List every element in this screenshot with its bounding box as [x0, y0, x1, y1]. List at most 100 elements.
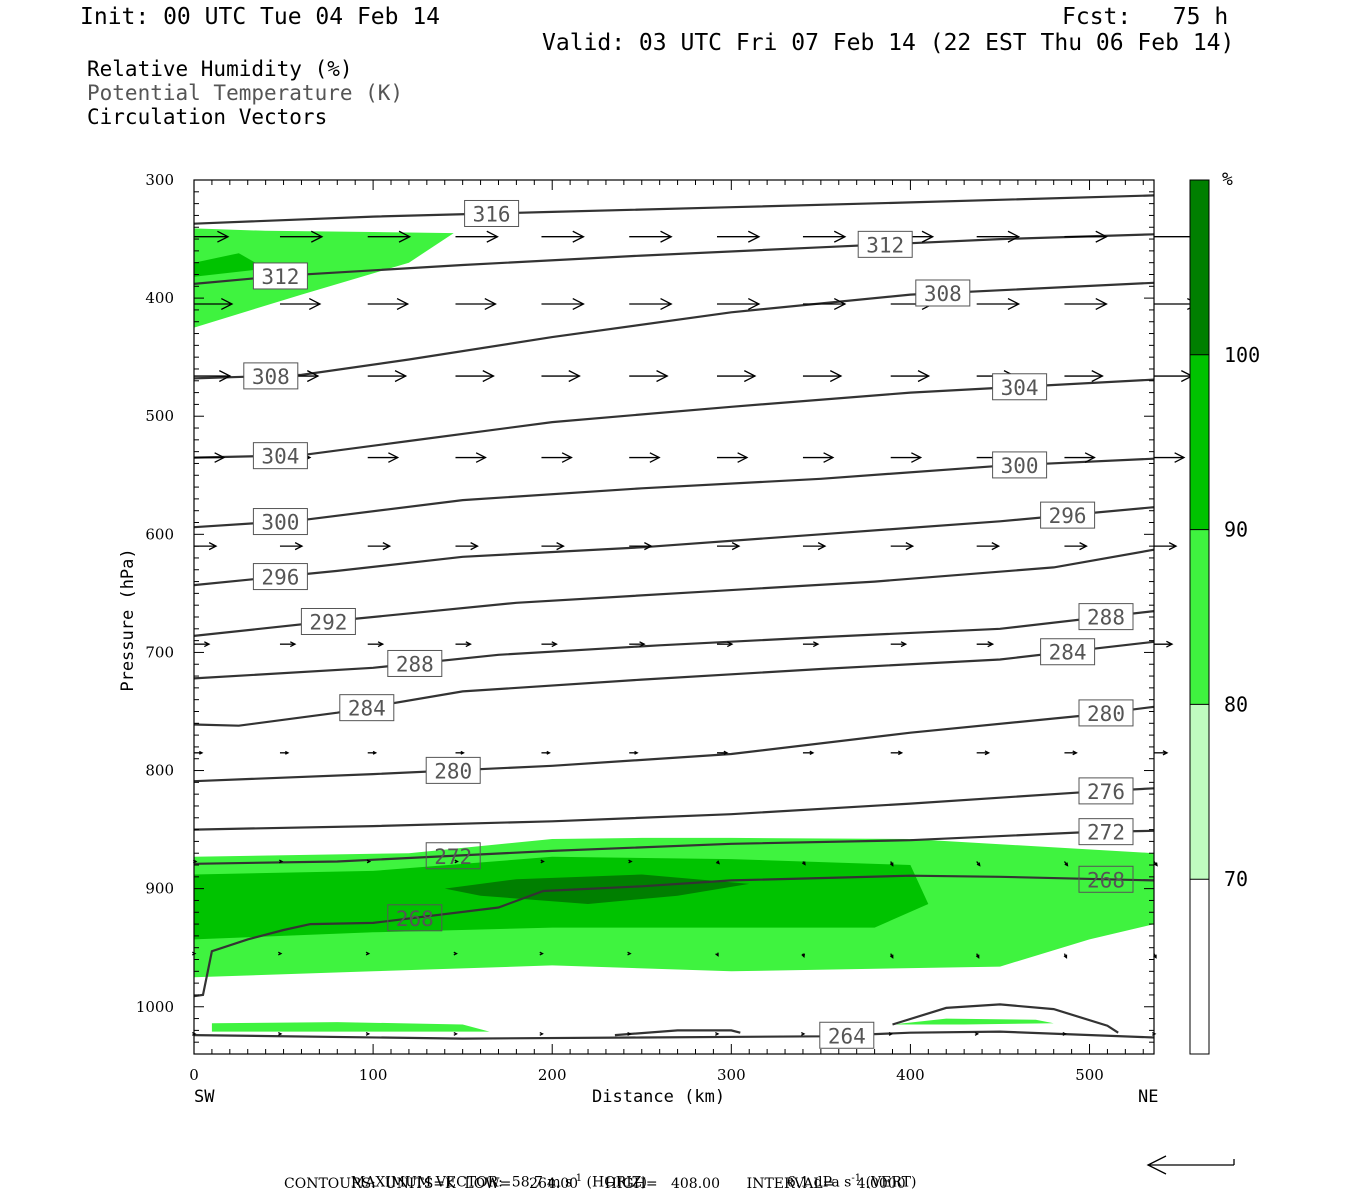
vector-head — [889, 954, 894, 959]
vector-head — [278, 951, 283, 956]
vector-head — [747, 297, 761, 311]
theta-label-text: 312 — [261, 265, 299, 289]
vector-arrow — [455, 641, 472, 648]
vector-arrow — [802, 370, 843, 383]
theta-label-text: 312 — [866, 233, 904, 257]
vector-arrow — [976, 230, 1021, 243]
vector-arrow — [716, 452, 749, 463]
vector-arrow — [976, 297, 1021, 311]
vector-arrow — [455, 750, 465, 755]
vector-arrow — [629, 750, 639, 755]
theta-label-text: 280 — [1087, 702, 1125, 726]
vector-head — [460, 750, 465, 755]
forecast-hour: Fcst: 75 h — [1062, 4, 1229, 30]
vector-head — [366, 859, 372, 864]
vector-arrow — [715, 860, 720, 865]
vector-arrow — [627, 951, 632, 956]
vector-arrow — [890, 542, 915, 551]
max-vector-line: MAXIMUM VECTOR: 58.7 m s-1 (HORIZ) — [342, 1157, 647, 1191]
vector-arrow — [367, 452, 400, 463]
plot-frame — [193, 179, 1155, 1055]
vector-head — [731, 542, 741, 551]
vector-head — [800, 1031, 806, 1036]
vector-arrow — [716, 542, 741, 551]
vector-head — [1062, 1031, 1067, 1036]
vector-head — [221, 297, 234, 311]
vector-arrow — [890, 452, 923, 463]
x-axis-right-end-label: NE — [1138, 1087, 1159, 1107]
vector-arrow — [455, 230, 499, 243]
legend-rh: Relative Humidity (%) — [87, 57, 353, 81]
vector-arrow — [455, 542, 479, 551]
vector-arrow — [974, 1031, 980, 1036]
vector-arrow — [453, 951, 458, 956]
theta-label-box — [425, 756, 481, 784]
vector-arrow — [194, 297, 234, 311]
x-tick-label: 400 — [896, 1066, 925, 1084]
vector-arrow — [716, 641, 734, 648]
vector-arrow — [889, 953, 894, 959]
vector-arrow — [367, 370, 408, 383]
vector-head — [1152, 1031, 1157, 1036]
y-tick-label: 300 — [145, 171, 174, 189]
y-tick-label: 500 — [145, 407, 174, 425]
theta-label-text: 268 — [1087, 868, 1125, 892]
vector-arrow — [629, 452, 661, 463]
y-tick-label: 900 — [145, 880, 174, 898]
vector-head — [1162, 750, 1169, 756]
vector-head — [540, 859, 545, 864]
vector-head — [1079, 542, 1088, 551]
theta-label-box — [243, 362, 299, 390]
theta-label-text: 288 — [1087, 606, 1125, 630]
vector-head — [482, 370, 495, 383]
theta-label-box — [1078, 699, 1134, 727]
theta-label-272-1: 272 — [1078, 818, 1134, 846]
vector-head — [897, 750, 904, 756]
vector-arrow — [455, 297, 497, 311]
vector-arrow — [629, 641, 646, 648]
y-tick-label: 800 — [145, 762, 174, 780]
theta-label-box — [992, 451, 1048, 479]
vector-arrow — [888, 1031, 894, 1036]
theta-label-272-0: 272 — [425, 842, 481, 870]
axes-layer: 0 100 200 300 400 500 300 400 500 600 700 800 900 100… — [136, 171, 1104, 1084]
x-tick-label: 100 — [359, 1066, 388, 1084]
vector-head — [627, 1031, 632, 1036]
vector-head — [377, 641, 385, 648]
vector-arrow — [976, 861, 981, 867]
theta-label-box — [1040, 501, 1096, 529]
vector-head — [551, 641, 558, 648]
theta-label-284-0: 284 — [339, 694, 395, 722]
theta-label-box — [252, 508, 308, 536]
rh-region-80-5 — [211, 1022, 490, 1032]
vector-arrow — [802, 230, 847, 243]
vector-head — [396, 297, 410, 311]
vector-arrow — [1154, 750, 1169, 756]
vector-head — [723, 750, 729, 755]
vector-arrow — [716, 297, 761, 311]
vector-head — [217, 230, 230, 243]
theta-label-box — [464, 199, 520, 227]
vector-arrow — [541, 542, 565, 551]
vector-head — [921, 230, 935, 243]
vector-arrow — [628, 859, 633, 864]
vector-head — [192, 951, 197, 956]
theta-contour-268 — [193, 874, 1155, 998]
vector-head — [727, 641, 734, 648]
vector-head — [1007, 230, 1021, 243]
theta-label-300-1: 300 — [992, 451, 1048, 479]
theta-label-text: 272 — [1087, 821, 1125, 845]
vector-head — [365, 1031, 371, 1036]
vector-head — [628, 859, 633, 864]
vector-arrow — [975, 953, 980, 959]
vector-arrow — [541, 297, 585, 311]
vector-head — [310, 230, 324, 243]
vector-arrow — [1064, 230, 1108, 243]
theta-label-text: 272 — [434, 845, 472, 869]
theta-label-264-0: 264 — [819, 1021, 875, 1049]
vector-head — [486, 230, 499, 243]
vector-head — [556, 542, 565, 551]
vector-arrow — [1064, 750, 1078, 756]
vector-arrow — [453, 1031, 458, 1036]
vector-arrow — [367, 750, 378, 755]
